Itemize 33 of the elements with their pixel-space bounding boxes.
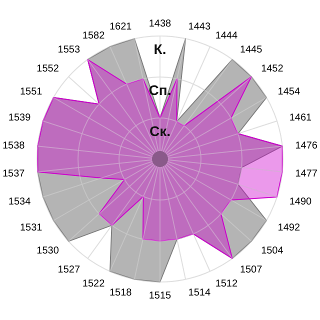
spoke-label: 1515: [148, 290, 172, 302]
spoke-label: 1531: [20, 222, 43, 234]
spoke-label: 1490: [289, 196, 312, 208]
spoke-label: 1530: [36, 246, 60, 256]
spoke-label: 1518: [109, 288, 132, 299]
spoke-label: 1477: [295, 168, 318, 180]
spoke-label: 1512: [215, 278, 238, 290]
spoke-label: 1582: [82, 30, 106, 42]
spoke-label: 1552: [36, 64, 60, 74]
spoke-label: 1553: [58, 44, 80, 56]
y-tick-label: К.: [154, 41, 166, 57]
y-tick-label: Сп.: [148, 82, 172, 98]
spoke-label: 1507: [240, 264, 263, 276]
spoke-label: 1476: [295, 140, 318, 152]
spoke-label: 1443: [188, 21, 211, 32]
spoke-label: 1438: [148, 18, 172, 30]
spoke-label: 1551: [20, 86, 43, 98]
spoke-label: 1539: [8, 112, 32, 124]
spoke-label: 1452: [261, 64, 284, 74]
spoke-label: 1492: [278, 222, 300, 234]
spoke-label: 1454: [278, 86, 300, 98]
spoke-label: 1534: [8, 196, 32, 208]
spoke-label: 1444: [215, 30, 238, 42]
spoke-label: 1504: [261, 246, 284, 256]
spoke-label: 1537: [2, 168, 26, 180]
spoke-label: 1538: [2, 140, 26, 152]
spoke-label: 1621: [109, 21, 132, 32]
spoke-label: 1522: [82, 278, 106, 290]
spoke-label: 1445: [240, 44, 263, 56]
spoke-label: 1514: [188, 288, 211, 299]
y-tick-label: Ск.: [149, 123, 171, 139]
spoke-label: 1461: [289, 112, 312, 124]
spoke-label: 1527: [58, 264, 80, 276]
